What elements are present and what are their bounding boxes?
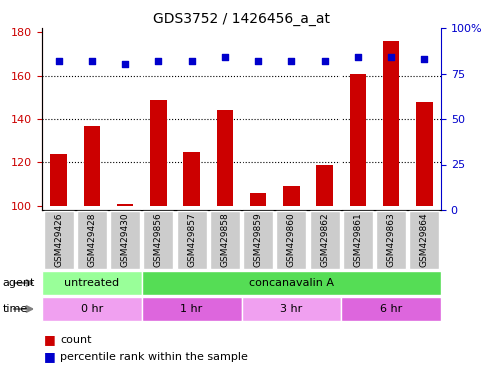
- FancyBboxPatch shape: [276, 211, 306, 269]
- Text: count: count: [60, 335, 92, 345]
- FancyBboxPatch shape: [310, 211, 340, 269]
- Text: agent: agent: [2, 278, 35, 288]
- Text: 3 hr: 3 hr: [280, 304, 302, 314]
- FancyBboxPatch shape: [42, 271, 142, 295]
- Text: GSM429862: GSM429862: [320, 213, 329, 267]
- Bar: [316, 164, 333, 206]
- Text: GSM429861: GSM429861: [354, 213, 362, 267]
- Text: untreated: untreated: [64, 278, 119, 288]
- Bar: [150, 99, 167, 206]
- Point: [354, 54, 362, 60]
- FancyBboxPatch shape: [43, 211, 73, 269]
- FancyBboxPatch shape: [42, 297, 142, 321]
- Bar: [184, 152, 200, 206]
- Bar: [416, 102, 433, 206]
- Point: [55, 58, 62, 64]
- Bar: [350, 73, 366, 206]
- Bar: [117, 204, 133, 206]
- Bar: [383, 41, 399, 206]
- Text: GSM429857: GSM429857: [187, 213, 196, 267]
- Point: [88, 58, 96, 64]
- FancyBboxPatch shape: [110, 211, 140, 269]
- Bar: [216, 110, 233, 206]
- Point: [421, 56, 428, 62]
- Text: GSM429426: GSM429426: [54, 213, 63, 267]
- Text: GSM429428: GSM429428: [87, 213, 97, 267]
- Text: GSM429864: GSM429864: [420, 213, 429, 267]
- FancyBboxPatch shape: [343, 211, 373, 269]
- Point: [188, 58, 196, 64]
- Point: [387, 54, 395, 60]
- Text: GSM429860: GSM429860: [287, 213, 296, 267]
- FancyBboxPatch shape: [243, 211, 273, 269]
- FancyBboxPatch shape: [143, 211, 173, 269]
- FancyBboxPatch shape: [142, 271, 441, 295]
- Text: 0 hr: 0 hr: [81, 304, 103, 314]
- FancyBboxPatch shape: [177, 211, 207, 269]
- Text: percentile rank within the sample: percentile rank within the sample: [60, 352, 248, 362]
- Point: [287, 58, 295, 64]
- FancyBboxPatch shape: [410, 211, 440, 269]
- Text: GSM429430: GSM429430: [121, 213, 129, 267]
- Text: 1 hr: 1 hr: [181, 304, 203, 314]
- FancyBboxPatch shape: [77, 211, 107, 269]
- Title: GDS3752 / 1426456_a_at: GDS3752 / 1426456_a_at: [153, 12, 330, 26]
- Point: [221, 54, 229, 60]
- Text: 6 hr: 6 hr: [380, 304, 402, 314]
- Text: ■: ■: [43, 333, 55, 346]
- Point: [254, 58, 262, 64]
- Bar: [250, 193, 267, 206]
- Text: GSM429856: GSM429856: [154, 213, 163, 267]
- FancyBboxPatch shape: [242, 297, 341, 321]
- Text: GSM429859: GSM429859: [254, 213, 263, 267]
- FancyBboxPatch shape: [142, 297, 242, 321]
- Text: GSM429863: GSM429863: [386, 213, 396, 267]
- Point: [321, 58, 328, 64]
- Text: GSM429858: GSM429858: [220, 213, 229, 267]
- FancyBboxPatch shape: [341, 297, 441, 321]
- Bar: [50, 154, 67, 206]
- Bar: [283, 186, 299, 206]
- Point: [155, 58, 162, 64]
- Text: ■: ■: [43, 351, 55, 364]
- Text: concanavalin A: concanavalin A: [249, 278, 334, 288]
- FancyBboxPatch shape: [376, 211, 406, 269]
- Bar: [84, 126, 100, 206]
- FancyBboxPatch shape: [210, 211, 240, 269]
- Text: time: time: [2, 304, 28, 314]
- Point: [121, 61, 129, 68]
